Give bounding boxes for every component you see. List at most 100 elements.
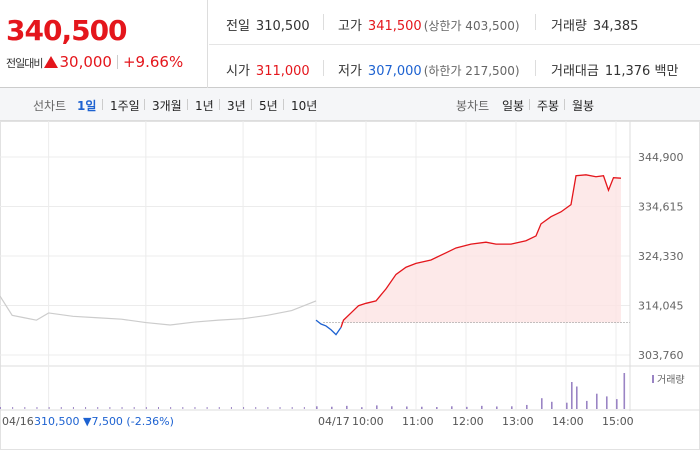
volume-bar bbox=[170, 407, 172, 409]
volume-bars bbox=[0, 373, 626, 409]
prev-close-value: 310,500 bbox=[255, 19, 310, 34]
volume-legend-swatch bbox=[652, 375, 654, 383]
volume-bar bbox=[158, 407, 159, 409]
volume-bar bbox=[390, 406, 393, 409]
low-value: 307,000 bbox=[367, 64, 422, 79]
volume-bar bbox=[133, 407, 135, 409]
volume-bar bbox=[72, 407, 74, 409]
volume-bar bbox=[121, 407, 123, 409]
volume-bar bbox=[330, 406, 333, 409]
tab-5y[interactable]: 5년 bbox=[259, 99, 278, 113]
volume-bar bbox=[24, 407, 26, 409]
lower-limit: (하한가 217,500) bbox=[423, 64, 520, 78]
open-price: 시가 311,000 bbox=[226, 60, 310, 79]
volume-bar bbox=[48, 407, 50, 409]
volume-bar bbox=[510, 406, 513, 409]
volume-bar bbox=[605, 396, 608, 409]
volume-bar bbox=[267, 407, 269, 409]
volume-bar bbox=[480, 405, 483, 409]
volume-bar bbox=[243, 407, 245, 409]
volume-bar bbox=[345, 405, 348, 409]
amount-unit: 백만 bbox=[654, 64, 679, 79]
trade-amount: 거래대금 11,376 백만 bbox=[551, 60, 678, 79]
volume-bar bbox=[540, 398, 543, 409]
volume-bar bbox=[565, 402, 568, 409]
y-tick-label: 324,330 bbox=[638, 250, 684, 263]
prev-day-label: 04/16 bbox=[2, 415, 34, 428]
volume-bar bbox=[0, 407, 1, 409]
up-area-fill bbox=[340, 174, 621, 328]
prev-day-close: 310,500 ▼7,500 (-2.36%) bbox=[34, 415, 174, 428]
volume-value: 34,385 bbox=[592, 19, 639, 34]
volume-bar bbox=[316, 407, 317, 409]
volume-bar bbox=[595, 393, 598, 409]
line-chart-label: 선차트 bbox=[33, 99, 67, 113]
x-tick-label: 13:00 bbox=[502, 415, 534, 428]
volume-bar bbox=[279, 407, 281, 409]
tab-1d[interactable]: 1일 bbox=[77, 99, 97, 113]
x-tick-label: 14:00 bbox=[552, 415, 584, 428]
current-price: 340,500 bbox=[6, 14, 128, 47]
axis-ticks: 344,900 334,615 324,330 314,045 303,760 거래량 04… bbox=[2, 151, 685, 428]
y-tick-label: 334,615 bbox=[638, 201, 684, 214]
volume-bar bbox=[375, 405, 378, 409]
high-price: 고가 341,500 (상한가 403,500) bbox=[338, 15, 520, 34]
tab-weekly-candle[interactable]: 주봉 bbox=[537, 99, 560, 113]
volume-bar bbox=[465, 406, 468, 409]
volume-bar bbox=[97, 407, 99, 409]
volume-bar bbox=[623, 373, 626, 409]
price-chart: 344,900 334,615 324,330 314,045 303,760 거래량 04… bbox=[0, 121, 700, 450]
volume-bar bbox=[303, 407, 305, 409]
today-up-series-line bbox=[340, 174, 622, 328]
volume-bar bbox=[550, 401, 553, 409]
prev-day-series-line bbox=[0, 295, 317, 326]
x-tick-label: 04/17 bbox=[318, 415, 350, 428]
low-price: 저가 307,000 (하한가 217,500) bbox=[338, 60, 520, 79]
price-lines bbox=[0, 174, 630, 336]
volume-bar bbox=[570, 382, 573, 409]
volume-bar bbox=[615, 399, 618, 409]
up-triangle-icon bbox=[44, 56, 59, 68]
y-tick-label: 314,045 bbox=[638, 300, 684, 313]
today-down-series-line bbox=[315, 319, 342, 336]
volume-bar bbox=[206, 407, 208, 409]
volume-bar bbox=[60, 407, 62, 409]
x-tick-label: 15:00 bbox=[602, 415, 634, 428]
volume-bar bbox=[109, 407, 111, 409]
x-tick-label: 11:00 bbox=[402, 415, 434, 428]
prev-close: 전일 310,500 bbox=[226, 15, 310, 34]
y-tick-label: 303,760 bbox=[638, 349, 684, 362]
volume-bar bbox=[420, 406, 423, 409]
tab-daily-candle[interactable]: 일봉 bbox=[502, 99, 525, 113]
volume-bar bbox=[435, 407, 438, 409]
upper-limit: (상한가 403,500) bbox=[423, 19, 520, 33]
volume-bar bbox=[85, 407, 87, 409]
amount-value: 11,376 bbox=[604, 64, 651, 79]
tab-10y[interactable]: 10년 bbox=[291, 99, 318, 113]
x-tick-label: 10:00 bbox=[352, 415, 384, 428]
chart-tabs: 선차트 1일 1주일 3개월 1년 3년 5년 10년 봉차트 일봉 주봉 월봉 bbox=[0, 88, 700, 121]
candle-chart-label: 봉차트 bbox=[456, 99, 490, 113]
y-tick-label: 344,900 bbox=[638, 151, 684, 164]
x-tick-label: 12:00 bbox=[452, 415, 484, 428]
tab-monthly-candle[interactable]: 월봉 bbox=[572, 99, 595, 113]
volume-bar bbox=[230, 407, 232, 409]
volume-legend-label: 거래량 bbox=[657, 374, 685, 386]
change-value: 30,000 bbox=[59, 53, 112, 71]
tab-3m[interactable]: 3개월 bbox=[152, 99, 182, 113]
tab-1w[interactable]: 1주일 bbox=[110, 99, 140, 113]
tab-3y[interactable]: 3년 bbox=[227, 99, 246, 113]
volume-bar bbox=[12, 407, 14, 409]
open-label: 시가 bbox=[226, 64, 250, 79]
volume-bar bbox=[405, 406, 408, 409]
volume-bar bbox=[585, 400, 588, 409]
quote-header: 340,500 전일대비 30,000 +9.66% 전일 310,500 고가 341… bbox=[0, 0, 700, 88]
volume-bar bbox=[495, 406, 498, 409]
tab-1y[interactable]: 1년 bbox=[195, 99, 214, 113]
change-percent: +9.66% bbox=[122, 53, 184, 71]
volume: 거래량 34,385 bbox=[551, 15, 638, 34]
volume-bar bbox=[360, 407, 363, 409]
high-label: 고가 bbox=[338, 19, 362, 34]
volume-bar bbox=[182, 407, 184, 409]
